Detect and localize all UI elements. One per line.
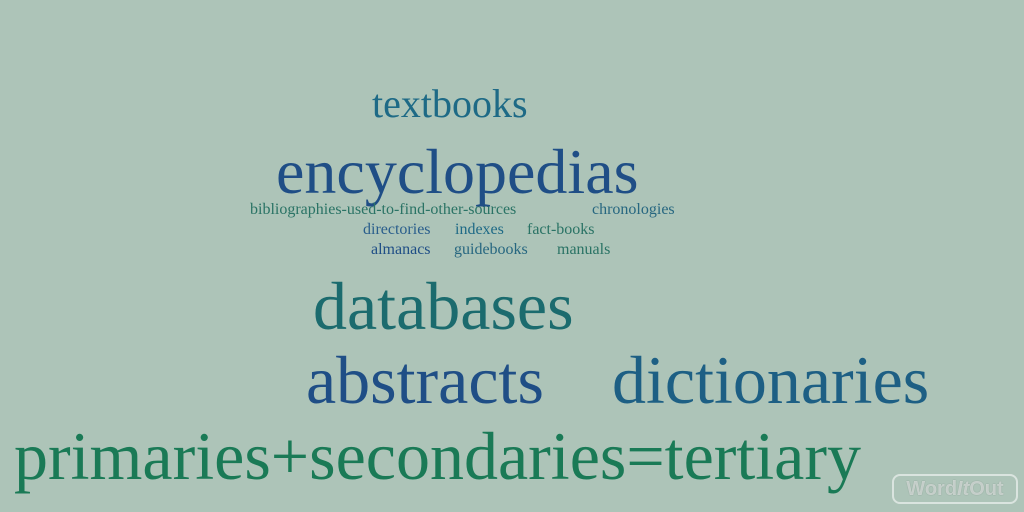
word-chronologies: chronologies bbox=[592, 201, 675, 218]
word-fact-books: fact-books bbox=[527, 221, 595, 238]
logo-text-out: Out bbox=[969, 477, 1004, 500]
wordltout-logo: Word It Out bbox=[892, 474, 1018, 504]
word-textbooks: textbooks bbox=[372, 81, 528, 126]
logo-text-it: It bbox=[957, 477, 970, 500]
word-manuals: manuals bbox=[557, 241, 611, 258]
word-guidebooks: guidebooks bbox=[454, 241, 528, 258]
word-abstracts: abstracts bbox=[306, 342, 544, 418]
word-dictionaries: dictionaries bbox=[612, 342, 930, 418]
word-primaries-secondaries-tertiary: primaries+secondaries=tertiary bbox=[14, 418, 862, 494]
logo-text-word: Word bbox=[906, 477, 958, 500]
word-bibliographies: bibliographies-used-to-find-other-source… bbox=[250, 201, 517, 218]
word-almanacs: almanacs bbox=[371, 241, 431, 258]
word-databases: databases bbox=[313, 268, 574, 344]
word-directories: directories bbox=[363, 221, 431, 238]
word-encyclopedias: encyclopedias bbox=[276, 136, 639, 207]
word-indexes: indexes bbox=[455, 221, 504, 238]
